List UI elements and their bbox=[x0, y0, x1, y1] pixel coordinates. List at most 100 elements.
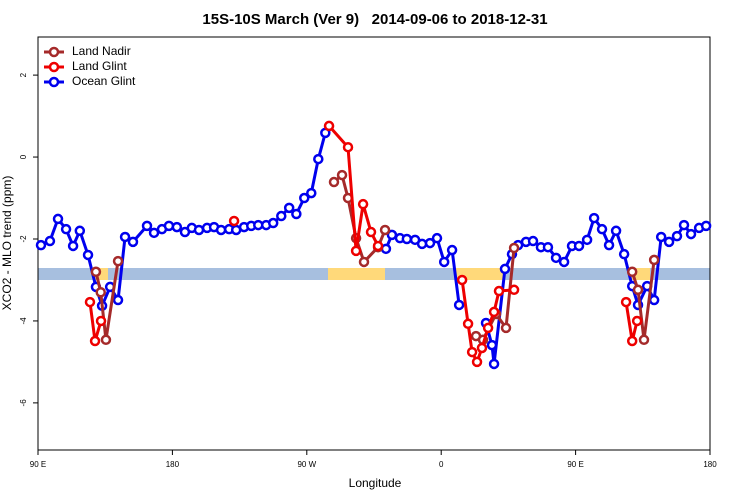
point bbox=[365, 226, 377, 238]
point bbox=[299, 192, 310, 204]
point bbox=[141, 220, 153, 232]
point bbox=[74, 225, 86, 237]
point bbox=[163, 220, 175, 232]
point bbox=[500, 322, 512, 334]
point bbox=[358, 256, 370, 268]
point bbox=[424, 237, 436, 249]
y-axis-label: XCO2 - MLO trend (ppm) bbox=[0, 176, 14, 311]
point bbox=[90, 266, 102, 278]
point bbox=[573, 240, 585, 252]
point bbox=[52, 213, 64, 225]
point bbox=[508, 242, 520, 254]
point bbox=[471, 356, 483, 368]
point bbox=[336, 169, 348, 181]
legend-label: Land Glint bbox=[72, 59, 127, 73]
point bbox=[112, 255, 124, 267]
x-tick-label: 180 bbox=[166, 460, 180, 469]
point bbox=[685, 228, 697, 240]
point bbox=[446, 244, 458, 256]
point bbox=[596, 223, 608, 235]
point bbox=[620, 296, 632, 308]
point bbox=[215, 224, 227, 236]
point bbox=[700, 220, 712, 232]
point bbox=[626, 266, 638, 278]
land-band bbox=[456, 268, 504, 280]
legend-marker bbox=[48, 61, 60, 73]
point bbox=[466, 346, 478, 358]
land-band bbox=[328, 268, 385, 280]
point bbox=[100, 334, 112, 346]
point bbox=[127, 236, 139, 248]
surface-band bbox=[38, 268, 710, 280]
point bbox=[671, 230, 683, 242]
point bbox=[323, 120, 335, 132]
point bbox=[119, 231, 131, 243]
x-tick-label: 180 bbox=[703, 460, 717, 469]
point bbox=[89, 335, 101, 347]
point bbox=[313, 153, 324, 165]
point bbox=[84, 296, 96, 308]
point bbox=[588, 212, 600, 224]
point bbox=[67, 240, 79, 252]
point bbox=[648, 294, 660, 306]
point bbox=[291, 208, 302, 220]
x-tick-label: 0 bbox=[439, 460, 444, 469]
point bbox=[558, 256, 570, 268]
point bbox=[542, 241, 554, 253]
point bbox=[328, 176, 340, 188]
point bbox=[678, 219, 690, 231]
point bbox=[60, 223, 72, 235]
point bbox=[631, 315, 643, 327]
point bbox=[431, 232, 443, 244]
point bbox=[581, 234, 593, 246]
point bbox=[626, 335, 638, 347]
point bbox=[350, 245, 362, 257]
point bbox=[527, 235, 539, 247]
x-tick-label: 90 E bbox=[567, 460, 583, 469]
point bbox=[648, 254, 660, 266]
point bbox=[638, 334, 650, 346]
point bbox=[228, 215, 240, 227]
x-tick-label: 90 W bbox=[297, 460, 316, 469]
point bbox=[379, 224, 391, 236]
x-tick-label: 90 E bbox=[30, 460, 46, 469]
point bbox=[35, 239, 47, 251]
point bbox=[148, 227, 160, 239]
point bbox=[342, 141, 354, 153]
point bbox=[486, 339, 498, 351]
chart-title: 15S-10S March (Ver 9) 2014-09-06 to 2018… bbox=[202, 11, 547, 28]
y-tick-label: -4 bbox=[19, 317, 28, 325]
point bbox=[171, 221, 183, 233]
point bbox=[462, 318, 474, 330]
point bbox=[453, 299, 465, 311]
y-tick-label: 2 bbox=[19, 72, 28, 77]
series bbox=[35, 127, 712, 370]
series bbox=[90, 169, 660, 346]
point bbox=[95, 315, 107, 327]
point bbox=[488, 358, 500, 370]
point bbox=[82, 249, 94, 261]
point bbox=[372, 240, 384, 252]
legend-label: Land Nadir bbox=[72, 44, 131, 58]
point bbox=[508, 284, 520, 296]
point bbox=[438, 256, 450, 268]
point bbox=[306, 187, 317, 199]
point bbox=[493, 285, 505, 297]
y-tick-label: -2 bbox=[19, 235, 28, 243]
legend-marker bbox=[48, 76, 60, 88]
point bbox=[476, 342, 488, 354]
point bbox=[632, 284, 644, 296]
y-tick-label: -6 bbox=[19, 399, 28, 407]
point bbox=[276, 210, 287, 222]
point bbox=[267, 217, 279, 229]
x-axis-label: Longitude bbox=[349, 476, 402, 490]
point bbox=[550, 252, 562, 264]
point bbox=[357, 198, 369, 210]
point bbox=[95, 287, 106, 298]
point bbox=[603, 239, 615, 251]
legend-marker bbox=[48, 46, 60, 58]
point bbox=[488, 306, 500, 318]
point bbox=[610, 225, 622, 237]
point bbox=[499, 263, 511, 275]
